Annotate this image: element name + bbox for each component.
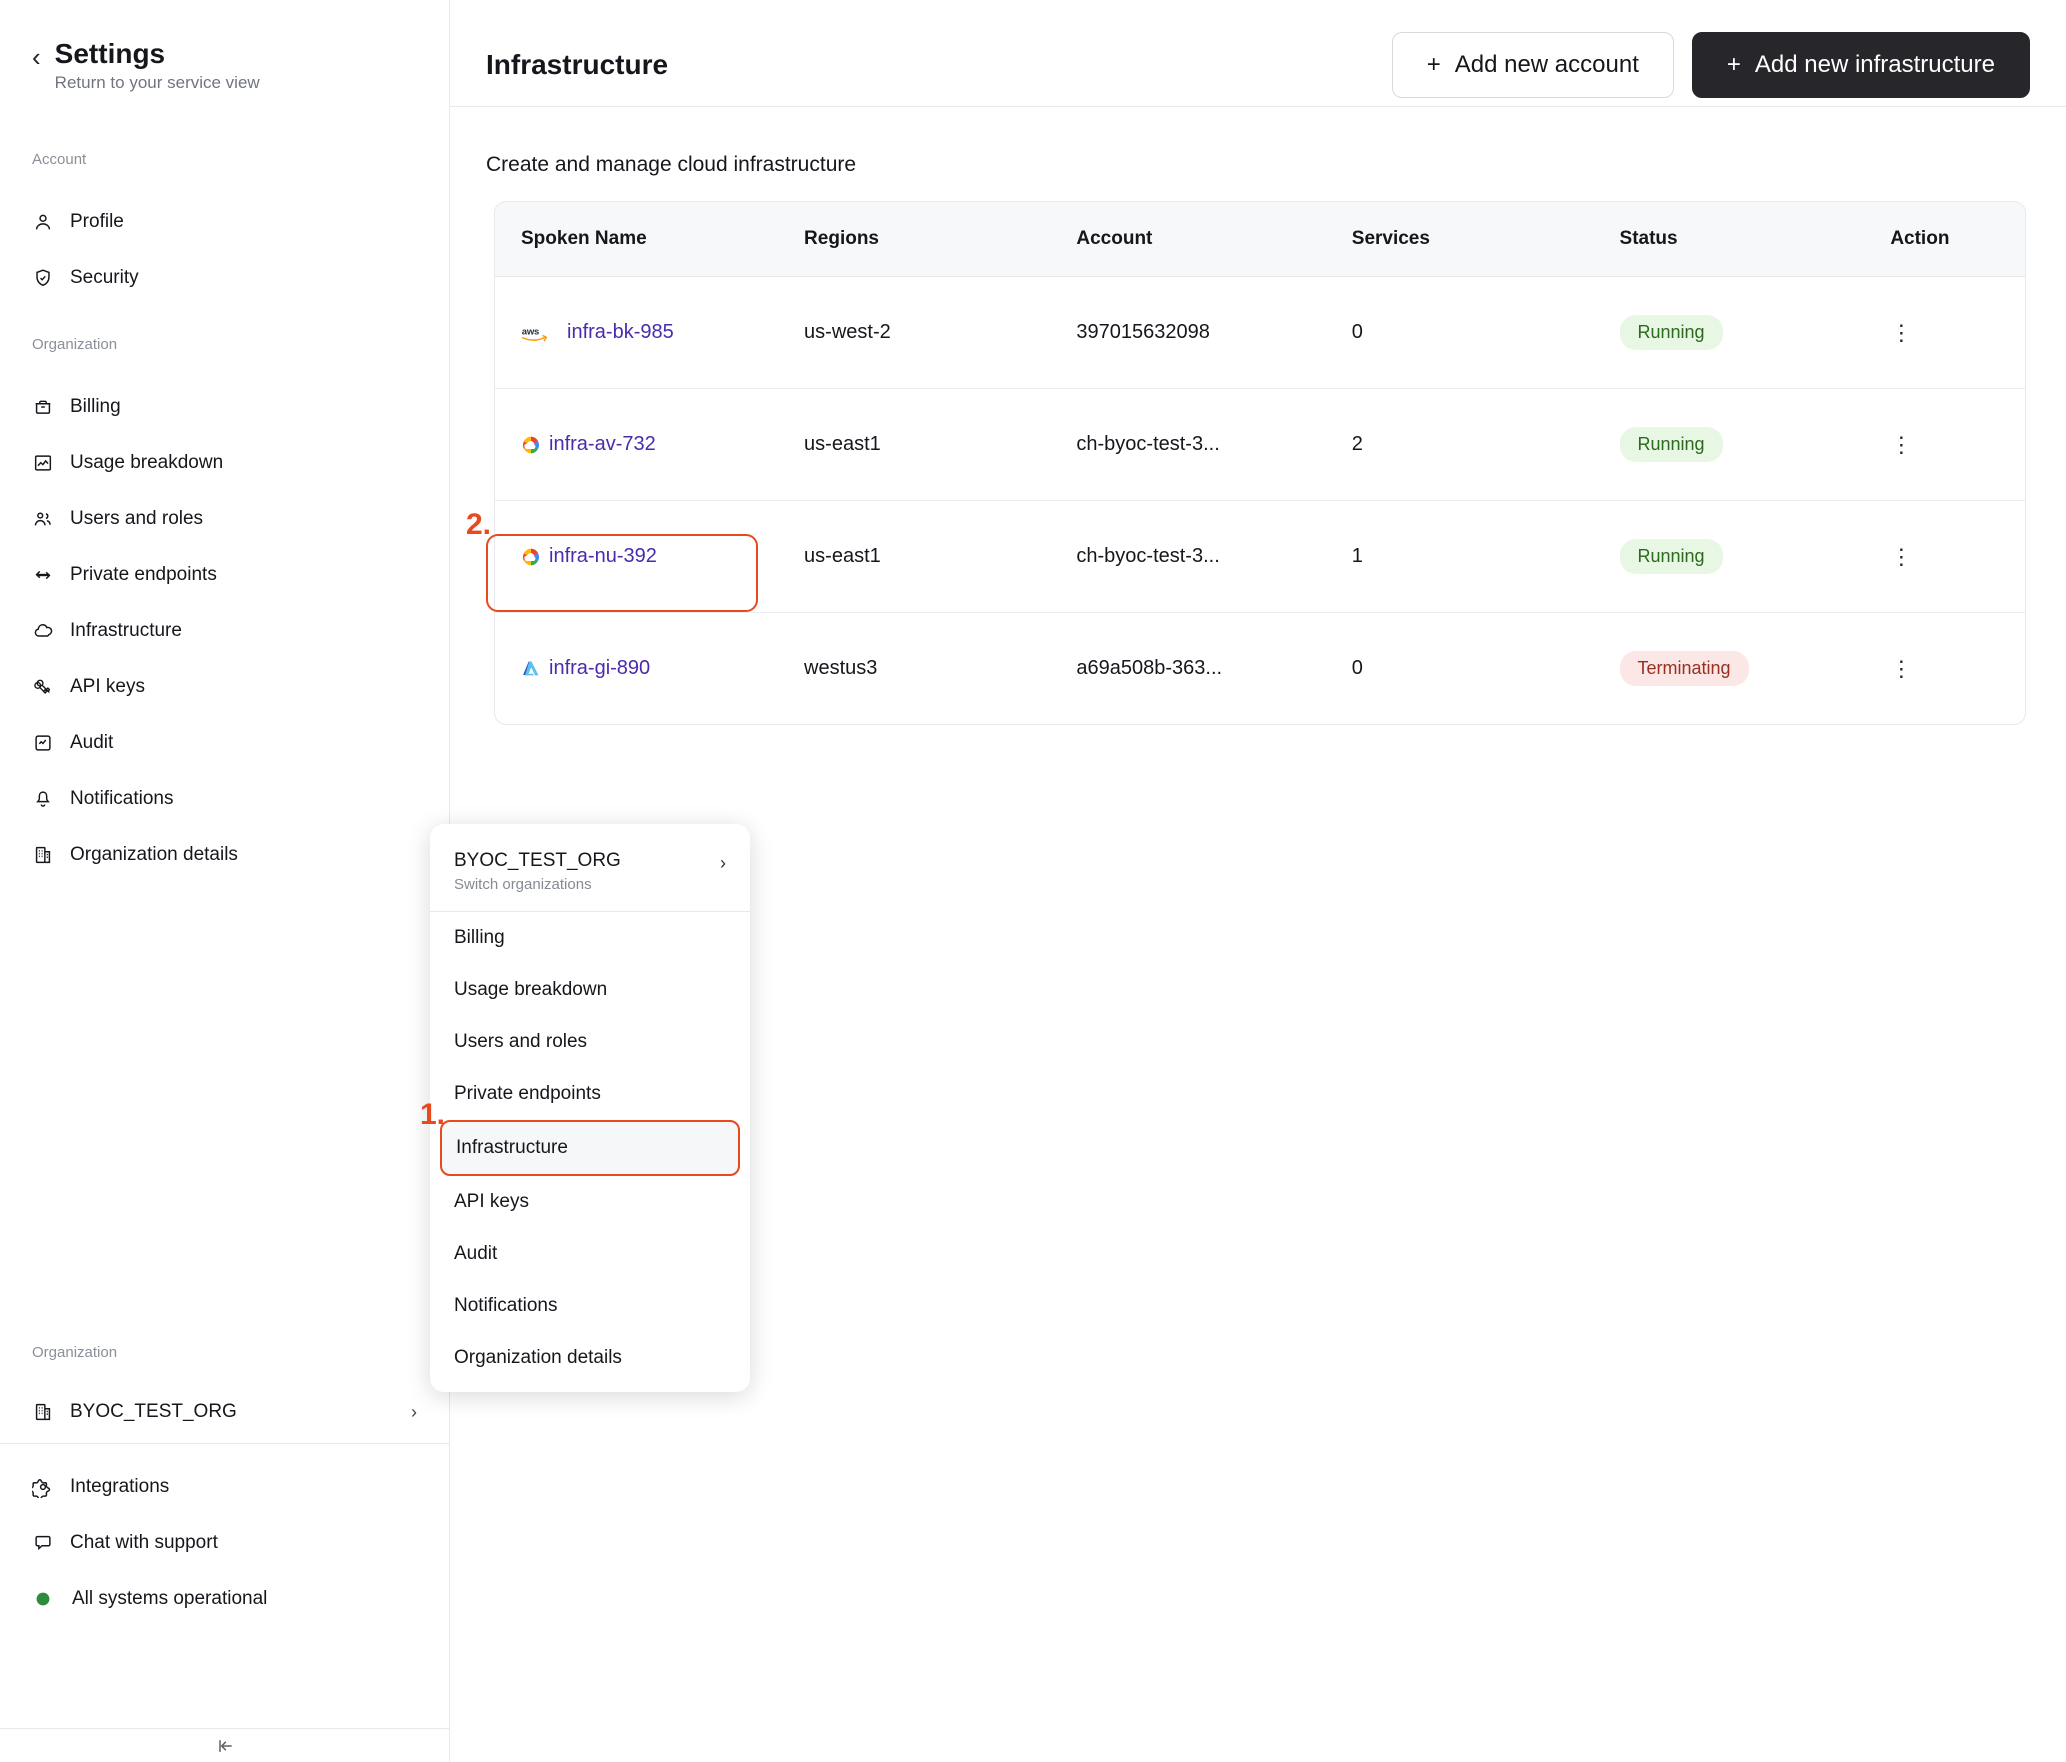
svg-text:aws: aws	[522, 326, 539, 337]
